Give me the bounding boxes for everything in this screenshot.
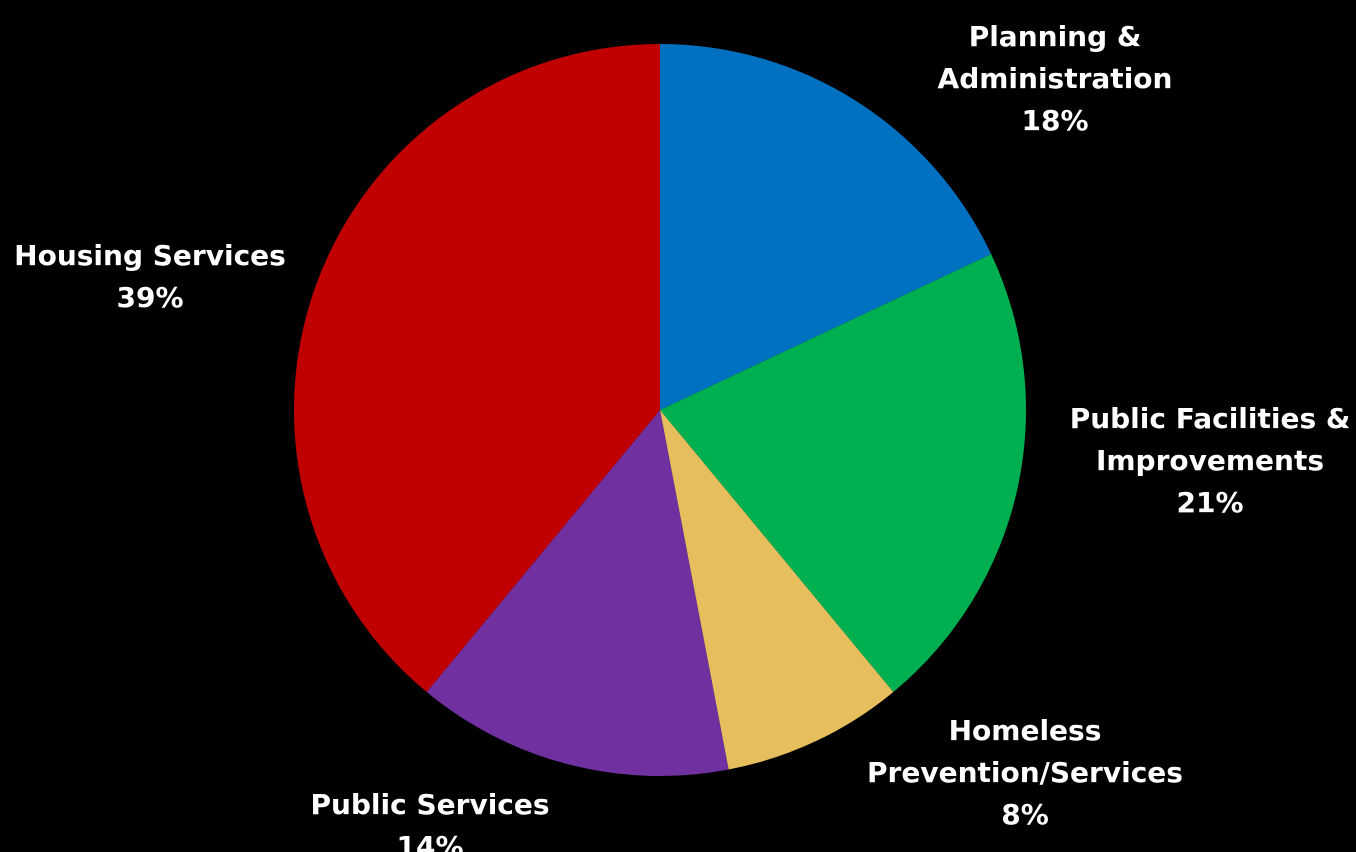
slice-percent-label: 14% bbox=[396, 830, 463, 852]
slice-label: Housing Services 39% bbox=[14, 239, 286, 314]
slice-label: Planning & Administration 18% bbox=[938, 20, 1173, 137]
pie-slice bbox=[426, 410, 729, 777]
slice-labels: Planning & Administration 18% Public Facili… bbox=[14, 20, 1350, 852]
slice-category-label: Public Services bbox=[310, 788, 549, 821]
slice-category-label: Housing Services bbox=[14, 239, 286, 272]
slice-category-label: Administration bbox=[938, 62, 1173, 95]
slice-percent-label: 18% bbox=[1021, 104, 1088, 137]
pie-slice bbox=[660, 254, 1027, 693]
slice-category-label: Improvements bbox=[1096, 444, 1324, 477]
pie-slices bbox=[293, 44, 1027, 777]
slice-category-label: Planning & bbox=[969, 20, 1142, 53]
slice-category-label: Prevention/Services bbox=[867, 756, 1183, 789]
pie-slice bbox=[293, 44, 660, 693]
slice-label: Homeless Prevention/Services 8% bbox=[867, 714, 1183, 831]
slice-percent-label: 21% bbox=[1176, 486, 1243, 519]
slice-label: Public Services 14% bbox=[310, 788, 549, 852]
slice-percent-label: 39% bbox=[116, 281, 183, 314]
pie-slice bbox=[660, 410, 894, 770]
slice-category-label: Public Facilities & bbox=[1070, 402, 1351, 435]
slice-label: Public Facilities & Improvements 21% bbox=[1070, 402, 1351, 519]
pie-slice bbox=[660, 44, 992, 410]
slice-category-label: Homeless bbox=[949, 714, 1102, 747]
slice-percent-label: 8% bbox=[1001, 798, 1049, 831]
